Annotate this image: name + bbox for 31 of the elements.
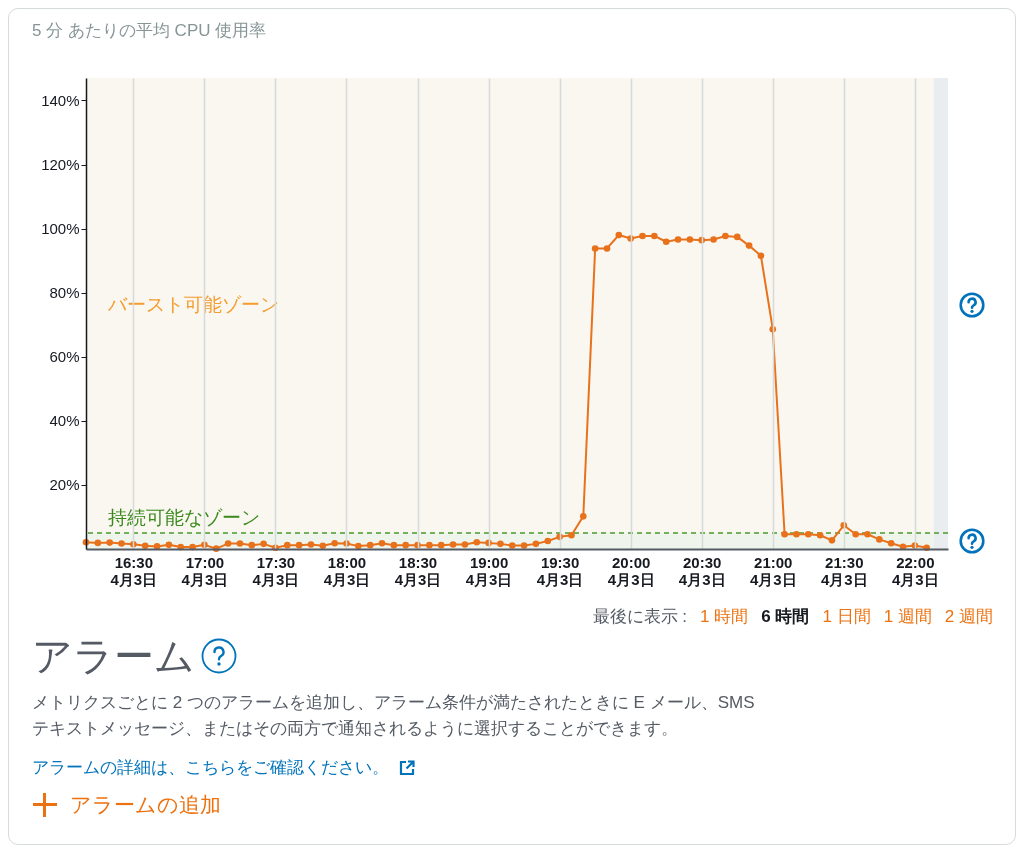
y-tick-label: 20% (49, 476, 80, 494)
x-tick-label: 19:00 4月3日 (465, 553, 513, 588)
x-tick-label: 21:30 4月3日 (820, 553, 868, 588)
x-tick-label: 18:30 4月3日 (394, 553, 442, 588)
x-tick-label: 20:30 4月3日 (678, 553, 726, 588)
text: 1 週間 (883, 607, 932, 628)
y-tick-label: 120% (41, 156, 80, 174)
x-tick-label: 20:00 4月3日 (607, 553, 655, 588)
x-tick-label: 17:00 4月3日 (181, 553, 229, 588)
y-tick-label: 80% (49, 284, 80, 302)
x-tick-label: 21:00 4月3日 (749, 553, 797, 588)
y-tick-label: 100% (41, 220, 80, 238)
chart-title: 5 分 あたりの平均 CPU 使用率 (32, 21, 267, 42)
y-tick-label: 60% (49, 348, 80, 366)
y-tick-label: 140% (41, 91, 80, 109)
text: メトリクスごとに 2 つのアラームを追加し、アラーム条件が満たされたときに E メール、SMS テキストメッセージ、またはその両方で通知されるように選択することができます。 (32, 692, 755, 740)
x-tick-label: 17:30 4月3日 (252, 553, 300, 588)
text: アラームの詳細は、こちらをご確認ください。 (32, 758, 389, 779)
y-tick-label: 40% (49, 412, 80, 430)
text: 2 週間 (944, 607, 993, 628)
text: アラーム (32, 633, 195, 680)
x-tick-label: 19:30 4月3日 (536, 553, 584, 588)
x-tick-label: 18:00 4月3日 (323, 553, 371, 588)
text: 1 日間 (822, 607, 871, 628)
band-label: 持続可能なゾーン (108, 506, 260, 528)
text: 6 時間 (761, 607, 810, 628)
text: 1 時間 (700, 607, 749, 628)
x-tick-label: 22:00 4月3日 (892, 553, 939, 588)
x-tick-label: 16:30 4月3日 (110, 553, 158, 588)
text: 最後に表示 : (592, 607, 688, 628)
text: アラームの追加 (70, 792, 221, 818)
